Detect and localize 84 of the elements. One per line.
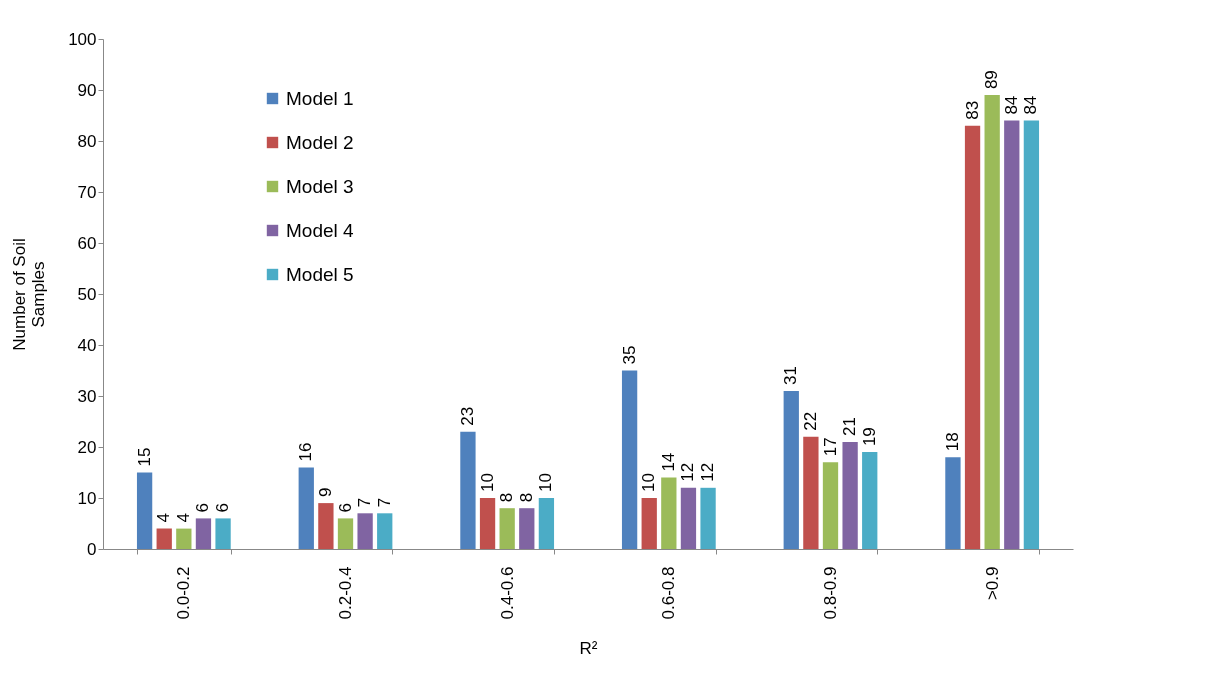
bar: [479, 498, 496, 549]
bar: [822, 462, 839, 549]
y-tick-label: 40: [77, 335, 97, 355]
bar: [1004, 120, 1020, 549]
bar: [519, 508, 535, 549]
data-label: 35: [619, 345, 639, 365]
x-tick-label: 0.4-0.6: [497, 566, 517, 620]
data-label: 9: [315, 487, 335, 498]
data-label: 4: [154, 513, 174, 523]
bar: [215, 518, 231, 549]
x-tick-label: 0.0-0.2: [174, 566, 194, 620]
data-label: 84: [1001, 95, 1021, 115]
legend-label: Model 5: [286, 263, 354, 285]
bar: [318, 503, 334, 549]
data-label: 6: [213, 502, 233, 513]
bar: [377, 513, 393, 549]
legend-label: Model 1: [286, 87, 354, 109]
legend-label: Model 3: [286, 175, 354, 197]
bar: [680, 487, 697, 549]
x-tick-label: 0.8-0.9: [821, 566, 840, 620]
bar: [337, 518, 354, 549]
y-axis-title: Number of Soil Samples: [10, 238, 49, 351]
bar: [945, 457, 961, 549]
bar: [156, 528, 172, 549]
y-tick-label: 20: [77, 437, 97, 457]
data-label: 19: [859, 427, 879, 447]
data-label: 21: [840, 416, 860, 436]
data-label: 12: [698, 462, 718, 482]
bar: [460, 431, 476, 549]
data-label: 31: [781, 365, 801, 385]
bar: [964, 125, 981, 549]
data-label: 18: [942, 432, 962, 452]
data-label: 8: [497, 492, 517, 503]
x-tick-label: 0.6-0.8: [659, 566, 679, 620]
y-tick-label: 60: [77, 233, 97, 253]
data-label: 10: [639, 473, 659, 492]
data-label: 12: [678, 462, 698, 482]
y-tick-label: 90: [77, 80, 97, 100]
bar: [842, 441, 858, 549]
x-axis-title: R²: [579, 639, 598, 659]
y-tick-label: 100: [68, 29, 97, 49]
legend-label: Model 2: [286, 131, 354, 153]
y-tick-label: 10: [77, 488, 97, 508]
data-label: 15: [134, 447, 154, 467]
bar: [176, 528, 192, 549]
data-label: 6: [193, 502, 213, 513]
data-label: 84: [1021, 95, 1041, 115]
y-tick-label: 0: [87, 539, 97, 559]
data-label: 83: [962, 100, 982, 120]
bar: [1023, 120, 1040, 549]
bar: [357, 513, 373, 549]
bar: [803, 436, 819, 549]
bar: [195, 518, 212, 549]
bar: [621, 370, 638, 549]
bar: [499, 508, 515, 549]
bar: [538, 498, 555, 549]
data-label: 6: [335, 502, 355, 513]
data-label: 10: [477, 473, 497, 492]
bar: [700, 487, 716, 549]
bar: [641, 498, 657, 549]
y-tick-label: 30: [77, 386, 97, 406]
bar: [136, 472, 153, 549]
data-label: 16: [296, 442, 316, 462]
y-tick-label: 50: [77, 284, 97, 304]
data-label: 4: [173, 513, 193, 523]
data-label: 22: [800, 411, 820, 431]
data-label: 8: [516, 492, 536, 503]
x-tick-label: >0.9: [982, 566, 1002, 601]
data-label: 7: [355, 497, 375, 508]
bar: [783, 390, 799, 549]
data-label: 89: [982, 70, 1002, 90]
y-tick-label: 70: [77, 182, 97, 202]
bar: [298, 467, 314, 549]
data-label: 7: [374, 497, 394, 508]
x-tick-label: 0.2-0.4: [336, 566, 355, 620]
data-label: 23: [457, 406, 477, 426]
data-label: 10: [536, 473, 556, 492]
bar: [661, 477, 677, 549]
y-tick-label: 80: [77, 131, 97, 151]
bar: [862, 452, 878, 549]
legend-label: Model 4: [286, 219, 355, 241]
data-label: 14: [658, 452, 678, 472]
bar: [984, 95, 1000, 549]
data-label: 17: [820, 437, 840, 457]
